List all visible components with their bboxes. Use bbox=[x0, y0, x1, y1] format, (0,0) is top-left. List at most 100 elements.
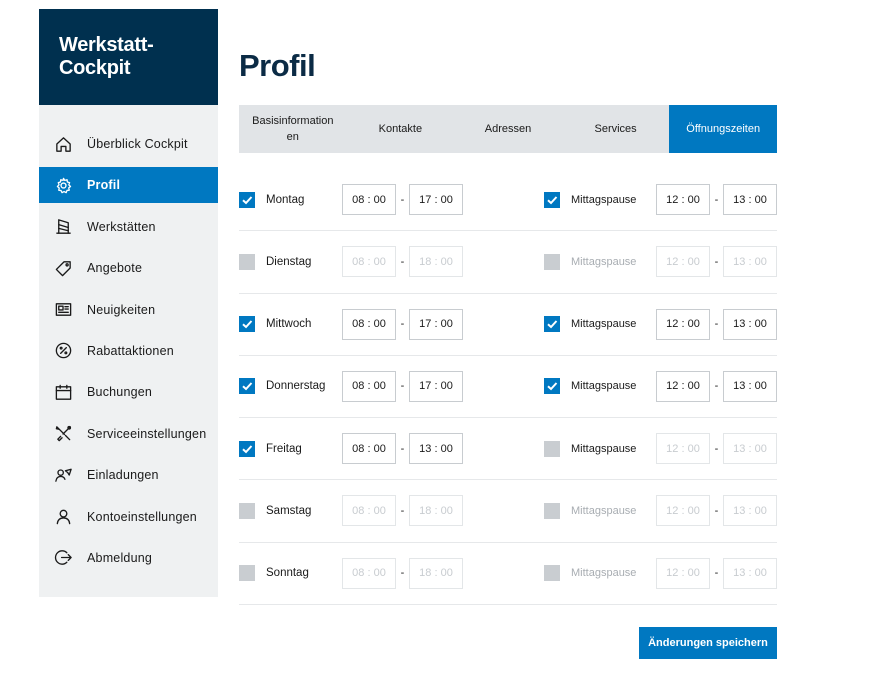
time-separator: - bbox=[714, 567, 719, 580]
pause-to-input[interactable] bbox=[723, 370, 777, 402]
opening-time-range: - bbox=[342, 433, 463, 465]
pause-from-input[interactable] bbox=[656, 184, 710, 215]
open-to-input[interactable] bbox=[409, 246, 463, 278]
pause-label: Mittagspause bbox=[571, 318, 637, 331]
pause-to-input[interactable] bbox=[723, 184, 777, 215]
time-separator: - bbox=[714, 318, 719, 331]
sidebar-item-label: Kontoeinstellungen bbox=[87, 509, 197, 524]
day-cell: Sonntag bbox=[239, 558, 309, 589]
day-label: Freitag bbox=[266, 442, 302, 455]
hours-row: Sonntag - Mittagspause - bbox=[239, 543, 777, 606]
save-changes-button[interactable]: Änderungen speichern bbox=[639, 627, 777, 659]
sidebar-nav: Überblick Cockpit Profil Werkstätten Angebo… bbox=[39, 126, 218, 576]
tools-icon bbox=[53, 424, 73, 444]
time-separator: - bbox=[400, 255, 405, 268]
sidebar-item-invitation[interactable]: Einladungen bbox=[39, 457, 218, 493]
open-to-input[interactable] bbox=[409, 557, 463, 589]
pause-checkbox[interactable] bbox=[544, 316, 560, 333]
pause-checkbox[interactable] bbox=[544, 191, 560, 208]
pause-time-range: - bbox=[656, 184, 777, 215]
day-cell: Mittwoch bbox=[239, 309, 311, 340]
open-from-input[interactable] bbox=[342, 246, 396, 278]
home-icon bbox=[53, 134, 73, 154]
day-checkbox[interactable] bbox=[239, 316, 255, 333]
open-to-input[interactable] bbox=[409, 495, 463, 527]
sidebar-item-logout[interactable]: Abmeldung bbox=[39, 540, 218, 576]
sidebar-item-label: Abmeldung bbox=[87, 550, 153, 565]
open-from-input[interactable] bbox=[342, 308, 396, 340]
sidebar-item-workshop[interactable]: Werkstätten bbox=[39, 209, 218, 245]
day-checkbox[interactable] bbox=[239, 440, 255, 457]
pause-from-input[interactable] bbox=[656, 557, 710, 589]
sidebar-item-home[interactable]: Überblick Cockpit bbox=[39, 126, 218, 162]
pause-from-input[interactable] bbox=[656, 246, 710, 278]
sidebar-item-tag[interactable]: Angebote bbox=[39, 250, 218, 286]
pause-from-input[interactable] bbox=[656, 308, 710, 340]
sidebar-item-percent[interactable]: Rabattaktionen bbox=[39, 333, 218, 369]
day-checkbox[interactable] bbox=[239, 253, 255, 270]
sidebar-item-tools[interactable]: Serviceeinstellungen bbox=[39, 416, 218, 452]
pause-cell: Mittagspause bbox=[544, 495, 636, 526]
sidebar-item-label: Neuigkeiten bbox=[87, 302, 156, 317]
tab-label: Services bbox=[594, 123, 637, 135]
pause-checkbox[interactable] bbox=[544, 502, 560, 519]
pause-cell: Mittagspause bbox=[544, 246, 636, 277]
open-from-input[interactable] bbox=[342, 184, 396, 215]
tab-0[interactable]: Basisinformation en bbox=[239, 105, 347, 153]
pause-cell: Mittagspause bbox=[544, 184, 636, 215]
tab-label: Kontakte bbox=[378, 123, 423, 135]
day-label: Samstag bbox=[266, 504, 312, 517]
pause-time-range: - bbox=[656, 557, 777, 589]
opening-time-range: - bbox=[342, 370, 463, 402]
open-to-input[interactable] bbox=[409, 184, 463, 215]
open-from-input[interactable] bbox=[342, 433, 396, 465]
pause-from-input[interactable] bbox=[656, 495, 710, 527]
sidebar-item-label: Überblick Cockpit bbox=[87, 137, 188, 151]
sidebar-item-gear[interactable]: Profil bbox=[39, 167, 218, 204]
day-checkbox[interactable] bbox=[239, 191, 255, 208]
day-label: Dienstag bbox=[266, 255, 312, 268]
tab-3[interactable]: Services bbox=[562, 105, 670, 153]
open-from-input[interactable] bbox=[342, 495, 396, 527]
hours-row: Montag - Mittagspause - bbox=[239, 169, 777, 232]
open-to-input[interactable] bbox=[409, 308, 463, 340]
sidebar-item-calendar[interactable]: Buchungen bbox=[39, 374, 218, 410]
day-checkbox[interactable] bbox=[239, 502, 255, 519]
pause-checkbox[interactable] bbox=[544, 440, 560, 457]
sidebar-item-newspaper[interactable]: Neuigkeiten bbox=[39, 292, 218, 328]
pause-to-input[interactable] bbox=[723, 246, 777, 278]
workshop-icon bbox=[53, 217, 73, 237]
pause-label: Mittagspause bbox=[571, 504, 637, 517]
sidebar-item-label: Buchungen bbox=[87, 385, 153, 400]
open-from-input[interactable] bbox=[342, 557, 396, 589]
pause-label: Mittagspause bbox=[571, 567, 637, 580]
sidebar-item-user[interactable]: Kontoeinstellungen bbox=[39, 499, 218, 535]
pause-checkbox[interactable] bbox=[544, 253, 560, 270]
time-separator: - bbox=[400, 193, 405, 206]
day-cell: Montag bbox=[239, 184, 304, 215]
tab-4[interactable]: Öffnungszeiten bbox=[669, 105, 777, 153]
open-to-input[interactable] bbox=[409, 370, 463, 402]
pause-to-input[interactable] bbox=[723, 557, 777, 589]
pause-checkbox[interactable] bbox=[544, 378, 560, 395]
day-checkbox[interactable] bbox=[239, 565, 255, 582]
sidebar-item-label: Profil bbox=[87, 178, 121, 193]
page-title: Profil bbox=[239, 48, 316, 83]
pause-from-input[interactable] bbox=[656, 370, 710, 402]
pause-checkbox[interactable] bbox=[544, 565, 560, 582]
opening-time-range: - bbox=[342, 557, 463, 589]
tab-1[interactable]: Kontakte bbox=[347, 105, 455, 153]
tab-2[interactable]: Adressen bbox=[454, 105, 562, 153]
pause-to-input[interactable] bbox=[723, 495, 777, 527]
pause-from-input[interactable] bbox=[656, 433, 710, 465]
open-to-input[interactable] bbox=[409, 433, 463, 465]
opening-time-range: - bbox=[342, 184, 463, 215]
pause-to-input[interactable] bbox=[723, 433, 777, 465]
open-from-input[interactable] bbox=[342, 370, 396, 402]
sidebar-item-label: Werkstätten bbox=[87, 219, 156, 234]
pause-to-input[interactable] bbox=[723, 308, 777, 340]
opening-time-range: - bbox=[342, 495, 463, 527]
newspaper-icon bbox=[53, 300, 73, 320]
app-title: Werkstatt- Cockpit bbox=[59, 34, 218, 80]
day-checkbox[interactable] bbox=[239, 378, 255, 395]
